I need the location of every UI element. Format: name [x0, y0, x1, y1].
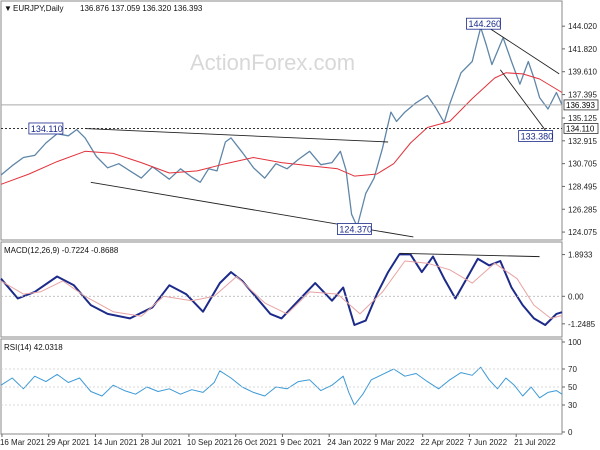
series-price-moving-average — [0, 72, 563, 185]
annotation-box — [518, 130, 554, 142]
price-header-prefix: ▼ — [4, 4, 12, 13]
y-tick-label: 126.285 — [568, 205, 597, 214]
price-panel-frame — [0, 0, 563, 241]
y-tick-label: 137.395 — [568, 91, 597, 100]
x-tick-label: 14 Jun 2021 — [93, 438, 138, 447]
series-price-price — [0, 26, 563, 228]
watermark: ActionForex.com — [190, 50, 355, 75]
y-tick-label: 1.8933 — [568, 251, 593, 260]
y-tick-label: 132.915 — [568, 137, 597, 146]
macd-header: MACD(12,26,9) -0.7224 -0.8688 — [4, 246, 119, 255]
x-tick-label: 7 Jun 2022 — [467, 438, 507, 447]
rsi-header: RSI(14) 42.0318 — [4, 343, 63, 352]
annotation-label: 124.370 — [339, 225, 372, 235]
level-price-box — [563, 123, 599, 134]
axis-layer: 144.020 141.820 139.610 137.395 135.125 132.9… — [0, 22, 599, 447]
last-price-box — [563, 99, 599, 111]
y-tick-label: 141.820 — [568, 45, 597, 54]
x-tick-label: 9 Dec 2021 — [280, 438, 321, 447]
series-macd-signal — [0, 260, 563, 319]
rsi-panel-frame — [0, 338, 563, 435]
x-tick-label: 24 Jan 2022 — [327, 438, 372, 447]
y-tick-label: 139.610 — [568, 68, 597, 77]
y-tick-label: 0 — [568, 428, 573, 437]
y-tick-label: 100 — [568, 338, 582, 347]
x-tick-label: 22 Apr 2022 — [421, 438, 465, 447]
price-header-symbol: EURJPY,Daily — [13, 4, 64, 13]
series-macd-macd — [0, 253, 563, 326]
annotation-box — [466, 17, 501, 30]
price-header-ohlc: 136.876 137.059 136.320 136.393 — [80, 4, 203, 13]
y-tick-label: 130.705 — [568, 160, 597, 169]
plot-layer: 134.110 124.370 144.260 133.380 — [0, 17, 563, 406]
macd-trend-line — [399, 252, 540, 258]
y-tick-label: 124.075 — [568, 228, 597, 237]
x-tick-label: 10 Sep 2021 — [187, 438, 233, 447]
series-rsi-rsi — [0, 366, 563, 406]
x-tick-label: 26 Oct 2021 — [234, 438, 278, 447]
x-tick-label: 21 Jul 2022 — [514, 438, 556, 447]
last-price-label: 136.393 — [566, 101, 595, 110]
x-tick-label: 9 Mar 2022 — [374, 438, 415, 447]
macd-panel-frame — [0, 241, 563, 338]
annotation-box — [337, 223, 372, 235]
trend-line — [499, 69, 549, 135]
annotation-label: 134.110 — [31, 124, 63, 134]
annotation-box — [28, 122, 64, 135]
x-tick-label: 16 Mar 2021 — [0, 438, 45, 447]
x-tick-label: 29 Apr 2021 — [47, 438, 91, 447]
y-tick-label: 30 — [568, 401, 577, 410]
y-tick-label: 144.020 — [568, 22, 597, 31]
y-tick-label: 135.125 — [568, 114, 597, 123]
annotation-label: 133.380 — [521, 132, 554, 142]
y-tick-label: 0.00 — [568, 292, 584, 301]
trend-line — [85, 128, 389, 143]
y-tick-label: 50 — [568, 383, 577, 392]
y-tick-label: -1.2485 — [568, 320, 596, 329]
annotation-label: 144.260 — [468, 19, 501, 29]
x-tick-label: 28 Jul 2021 — [140, 438, 182, 447]
y-tick-label: 70 — [568, 365, 577, 374]
y-tick-label: 128.495 — [568, 182, 597, 191]
trend-line — [483, 23, 560, 75]
level-price-label: 134.110 — [566, 124, 595, 133]
